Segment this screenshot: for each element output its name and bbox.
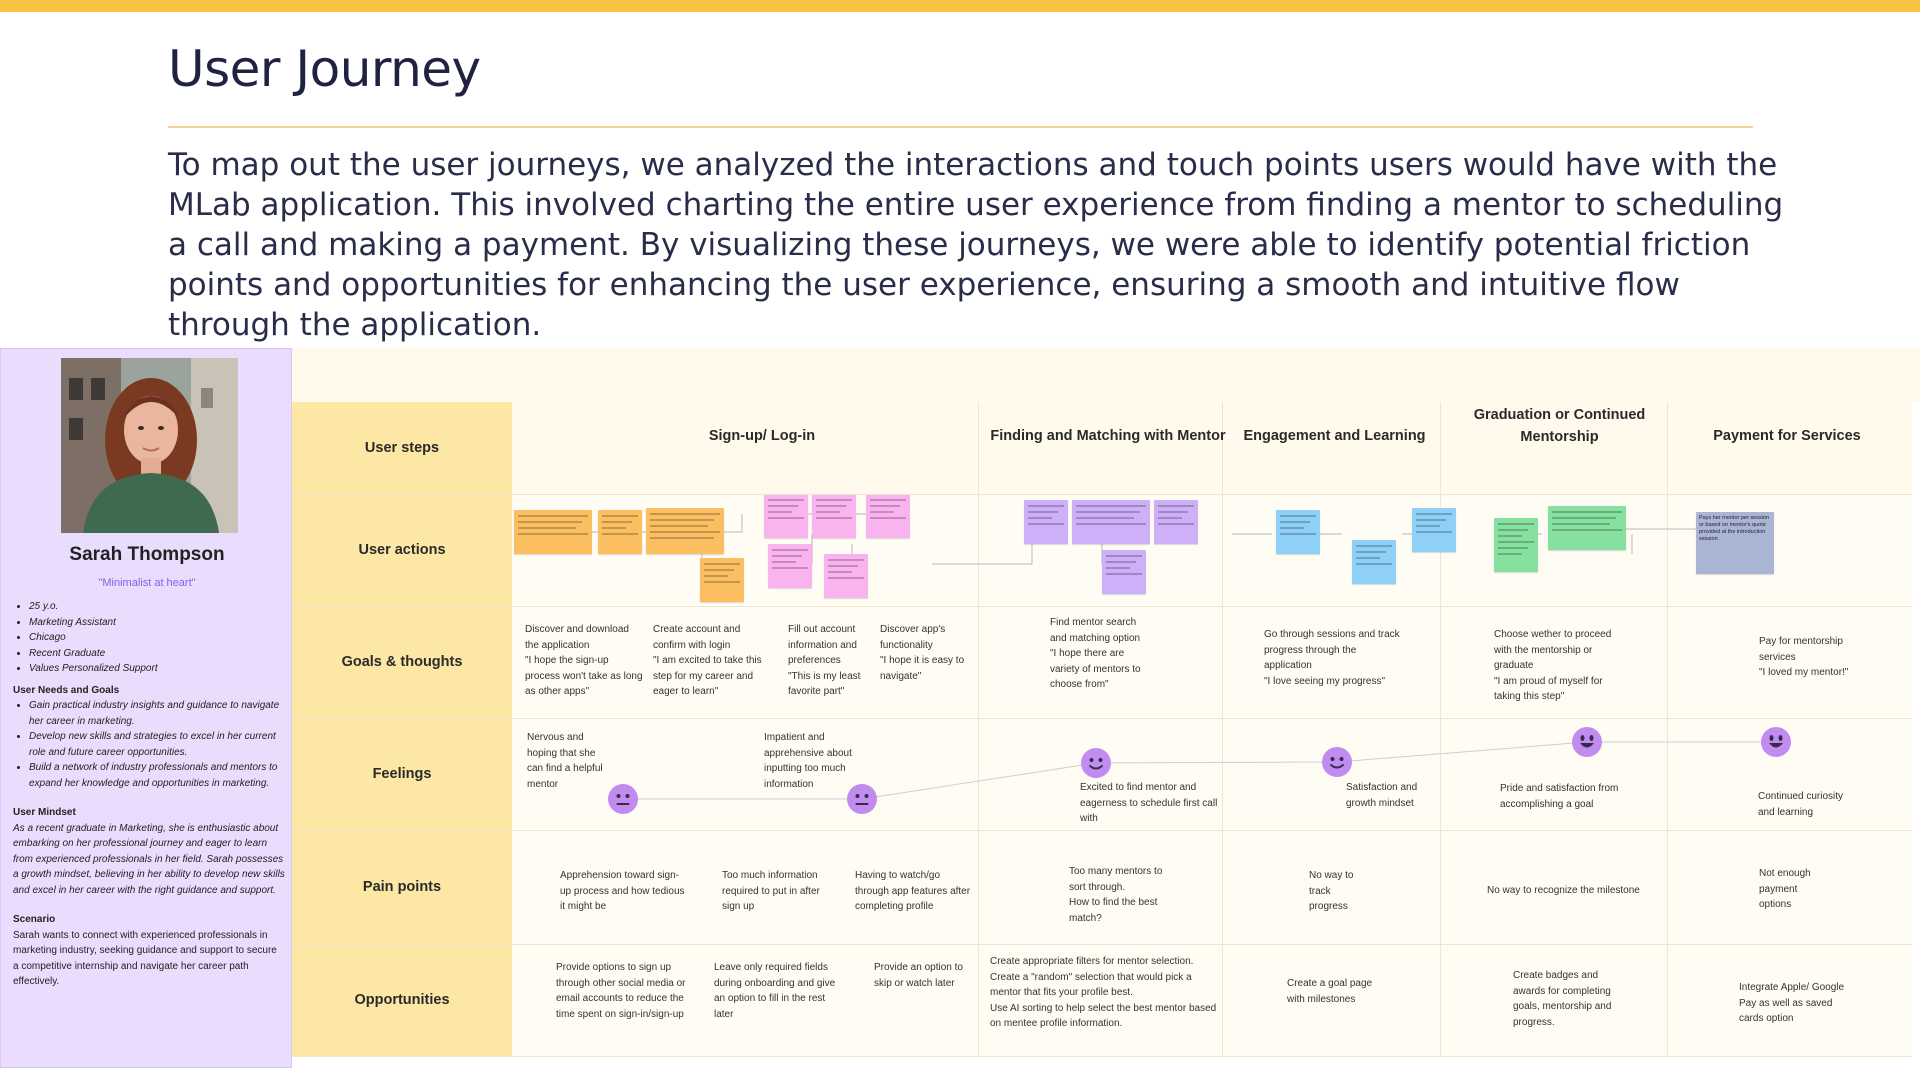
goal-text: Create account and confirm with login "I… xyxy=(653,624,762,697)
blue-sticky-note xyxy=(1276,510,1320,554)
pain-text: Having to watch/go through app features … xyxy=(855,870,971,912)
opportunity-text: Leave only required fields during onboar… xyxy=(714,962,836,1020)
scenario-heading: Scenario xyxy=(13,914,56,925)
persona-card: Sarah Thompson "Minimalist at heart" 25 … xyxy=(0,348,292,1068)
neutral-face-icon xyxy=(847,784,877,814)
title-divider xyxy=(168,126,1753,128)
row-label-opps: Opportunities xyxy=(292,944,512,1056)
feeling-text: Nervous and hoping that she can find a h… xyxy=(527,732,603,790)
grin-face-icon xyxy=(1572,727,1602,757)
green-sticky-note xyxy=(1548,506,1626,550)
persona-need: Build a network of industry professional… xyxy=(29,760,285,791)
needs-heading: User Needs and Goals xyxy=(13,684,120,696)
pain-text: No way to track progress xyxy=(1309,870,1354,912)
goal-text: Pay for mentorship services "I loved my … xyxy=(1759,636,1849,678)
row-pain-points: Pain points Apprehension toward sign-up … xyxy=(292,830,1912,944)
row-feelings: Feelings Nervous and hoping that she can… xyxy=(292,718,1912,830)
persona-fact: 25 y.o. xyxy=(29,599,285,615)
persona-facts: 25 y.o. Marketing Assistant Chicago Rece… xyxy=(13,599,285,677)
persona-need: Develop new skills and strategies to exc… xyxy=(29,729,285,760)
stage-graduation: Graduation or Continued Mentorship xyxy=(1473,407,1646,445)
purple-sticky-note xyxy=(1072,500,1150,544)
green-sticky-note xyxy=(1494,518,1538,572)
feeling-text: Satisfaction and growth mindset xyxy=(1346,782,1418,809)
persona-fact: Values Personalized Support xyxy=(29,661,285,677)
opportunity-text: Provide options to sign up through other… xyxy=(556,962,686,1020)
opportunity-text: Create badges and awards for completing … xyxy=(1513,970,1612,1028)
orange-sticky-note xyxy=(514,510,592,554)
purple-sticky-note xyxy=(1024,500,1068,544)
row-label-steps: User steps xyxy=(292,402,512,494)
opportunity-text: Create appropriate filters for mentor se… xyxy=(990,956,1217,1029)
goal-text: Find mentor search and matching option "… xyxy=(1050,617,1141,690)
goal-text: Discover app's functionality "I hope it … xyxy=(880,624,965,682)
mindset-heading: User Mindset xyxy=(13,807,76,818)
grin-face-icon xyxy=(1761,727,1791,757)
pain-text: No way to recognize the milestone xyxy=(1487,885,1640,896)
smile-face-icon xyxy=(1322,747,1352,777)
persona-photo xyxy=(61,358,238,533)
persona-fact: Recent Graduate xyxy=(29,646,285,662)
persona-fact: Chicago xyxy=(29,630,285,646)
feeling-text: Impatient and apprehensive about inputti… xyxy=(764,732,852,790)
goal-text: Fill out account information and prefere… xyxy=(788,624,861,697)
pink-sticky-note xyxy=(866,494,910,538)
stage-payment: Payment for Services xyxy=(1713,428,1861,444)
mindset-text: As a recent graduate in Marketing, she i… xyxy=(13,822,285,896)
persona-need: Gain practical industry insights and gui… xyxy=(29,698,285,729)
opportunity-text: Provide an option to skip or watch later xyxy=(874,962,963,989)
purple-sticky-note xyxy=(1154,500,1198,544)
row-label-pain: Pain points xyxy=(292,830,512,944)
row-user-steps: User steps Sign-up/ Log-in Finding and M… xyxy=(292,402,1912,494)
actions-canvas: Pays her mentor per session or based on … xyxy=(512,494,1912,606)
persona-quote: "Minimalist at heart" xyxy=(98,577,196,589)
pain-text: Not enough payment options xyxy=(1759,868,1811,910)
feeling-text: Excited to find mentor and eagerness to … xyxy=(1080,782,1218,824)
page-title: User Journey xyxy=(168,40,481,98)
pain-text: Apprehension toward sign-up process and … xyxy=(560,870,685,912)
stage-finding-mentor: Finding and Matching with Mentor xyxy=(990,428,1226,444)
row-label-actions: User actions xyxy=(292,494,512,606)
goal-text: Go through sessions and track progress t… xyxy=(1264,629,1400,687)
persona-portrait-image xyxy=(61,358,238,533)
opportunity-text: Create a goal page with milestones xyxy=(1287,978,1373,1005)
persona-fact: Marketing Assistant xyxy=(29,615,285,631)
feeling-text: Continued curiosity and learning xyxy=(1758,791,1844,818)
scenario-text: Sarah wants to connect with experienced … xyxy=(13,929,277,988)
row-label-feelings: Feelings xyxy=(292,718,512,830)
row-label-goals: Goals & thoughts xyxy=(292,606,512,718)
goal-text: Discover and download the application "I… xyxy=(525,624,643,697)
orange-sticky-note xyxy=(700,558,744,602)
persona-name: Sarah Thompson xyxy=(69,544,225,565)
orange-sticky-note xyxy=(598,510,642,554)
row-opportunities: Opportunities Provide options to sign up… xyxy=(292,944,1912,1056)
blue-sticky-note xyxy=(1412,508,1456,552)
opportunity-text: Integrate Apple/ Google Pay as well as s… xyxy=(1739,982,1845,1024)
purple-sticky-note xyxy=(1102,550,1146,594)
journey-board-header xyxy=(292,348,1920,402)
pink-sticky-note xyxy=(824,554,868,598)
top-accent-bar xyxy=(0,0,1920,12)
emotion-curve xyxy=(623,741,1776,800)
stage-engagement: Engagement and Learning xyxy=(1243,428,1426,444)
pink-sticky-note xyxy=(812,494,856,538)
stage-signup: Sign-up/ Log-in xyxy=(708,428,816,444)
row-goals: Goals & thoughts Discover and download t… xyxy=(292,606,1912,718)
pain-text: Too many mentors to sort through. How to… xyxy=(1069,866,1163,924)
pain-text: Too much information required to put in … xyxy=(722,870,820,912)
orange-sticky-note xyxy=(646,508,724,554)
neutral-face-icon xyxy=(608,784,638,814)
pink-sticky-note xyxy=(764,494,808,538)
payment-sticky-text: Pays her mentor per session or based on … xyxy=(1699,515,1770,542)
slate-sticky-note: Pays her mentor per session or based on … xyxy=(1696,512,1774,574)
persona-details: 25 y.o. Marketing Assistant Chicago Rece… xyxy=(13,599,285,990)
blue-sticky-note xyxy=(1352,540,1396,584)
pink-sticky-note xyxy=(768,544,812,588)
feeling-text: Pride and satisfaction from accomplishin… xyxy=(1500,783,1619,810)
smile-face-icon xyxy=(1081,748,1111,778)
row-user-actions: User actions Pays her mentor per session… xyxy=(292,494,1912,606)
intro-paragraph: To map out the user journeys, we analyze… xyxy=(168,147,1784,343)
goal-text: Choose wether to proceed with the mentor… xyxy=(1494,629,1612,702)
persona-needs: Gain practical industry insights and gui… xyxy=(13,698,285,791)
